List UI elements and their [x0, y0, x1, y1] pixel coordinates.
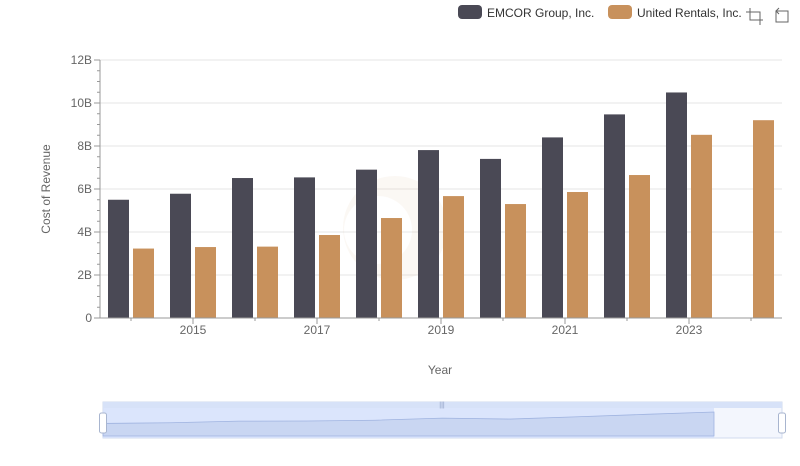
data-zoom-slider[interactable]: |||: [99, 401, 786, 439]
bars: [108, 92, 774, 319]
legend: EMCOR Group, Inc. United Rentals, Inc.: [458, 5, 742, 20]
bar-emcor-2020[interactable]: [480, 158, 501, 318]
legend-swatch[interactable]: [608, 5, 632, 19]
legend-label[interactable]: United Rentals, Inc.: [637, 6, 742, 20]
y-tick-label: 6B: [77, 182, 92, 196]
x-tick-label: 2023: [676, 323, 703, 337]
bar-united-rentals-2014[interactable]: [133, 248, 154, 318]
bar-united-rentals-2016[interactable]: [257, 246, 278, 318]
bar-emcor-2022[interactable]: [604, 114, 625, 319]
bar-emcor-2021[interactable]: [542, 137, 563, 318]
toolbar: [746, 7, 789, 25]
zoom-handle-right[interactable]: [778, 412, 786, 434]
bar-united-rentals-2018[interactable]: [381, 218, 402, 318]
legend-label[interactable]: EMCOR Group, Inc.: [487, 6, 594, 20]
y-tick-label: 10B: [71, 96, 92, 110]
x-tick-label: 2015: [180, 323, 207, 337]
zoom-grip-icon[interactable]: |||: [439, 402, 445, 409]
bar-united-rentals-2015[interactable]: [195, 247, 216, 318]
restore-icon[interactable]: [775, 7, 789, 23]
x-axis-title: Year: [428, 363, 452, 377]
bar-emcor-2017[interactable]: [294, 177, 315, 318]
y-tick-label: 8B: [77, 139, 92, 153]
y-tick-label: 4B: [77, 225, 92, 239]
legend-swatch[interactable]: [458, 5, 482, 19]
bar-united-rentals-2017[interactable]: [319, 235, 340, 318]
y-tick-label: 12B: [71, 53, 92, 67]
x-tick-label: 2017: [304, 323, 331, 337]
bar-emcor-2018[interactable]: [356, 169, 377, 318]
bar-united-rentals-2022[interactable]: [629, 175, 650, 318]
x-tick-label: 2021: [552, 323, 579, 337]
bar-united-rentals-2020[interactable]: [505, 204, 526, 318]
zoom-data-shadow: [102, 411, 715, 437]
bar-emcor-2016[interactable]: [232, 178, 253, 318]
bar-united-rentals-2023[interactable]: [691, 134, 712, 318]
axes: 0 2B 4B 6B 8B 10B 12B 2015 2017 2019 2021 2023 Year C…: [39, 53, 782, 377]
bar-united-rentals-2024[interactable]: [753, 120, 774, 318]
y-tick-label: 2B: [77, 268, 92, 282]
crop-icon[interactable]: [746, 8, 763, 25]
bar-united-rentals-2021[interactable]: [567, 192, 588, 318]
y-tick-label: 0: [85, 311, 92, 325]
zoom-mover-bar[interactable]: [103, 402, 782, 408]
bar-emcor-2019[interactable]: [418, 150, 439, 318]
y-axis-title: Cost of Revenue: [39, 144, 53, 234]
bar-emcor-2015[interactable]: [170, 193, 191, 318]
bar-emcor-2014[interactable]: [108, 199, 129, 318]
bar-united-rentals-2019[interactable]: [443, 196, 464, 318]
x-tick-label: 2019: [428, 323, 455, 337]
bar-emcor-2023[interactable]: [666, 92, 687, 318]
zoom-handle-left[interactable]: [99, 412, 107, 434]
